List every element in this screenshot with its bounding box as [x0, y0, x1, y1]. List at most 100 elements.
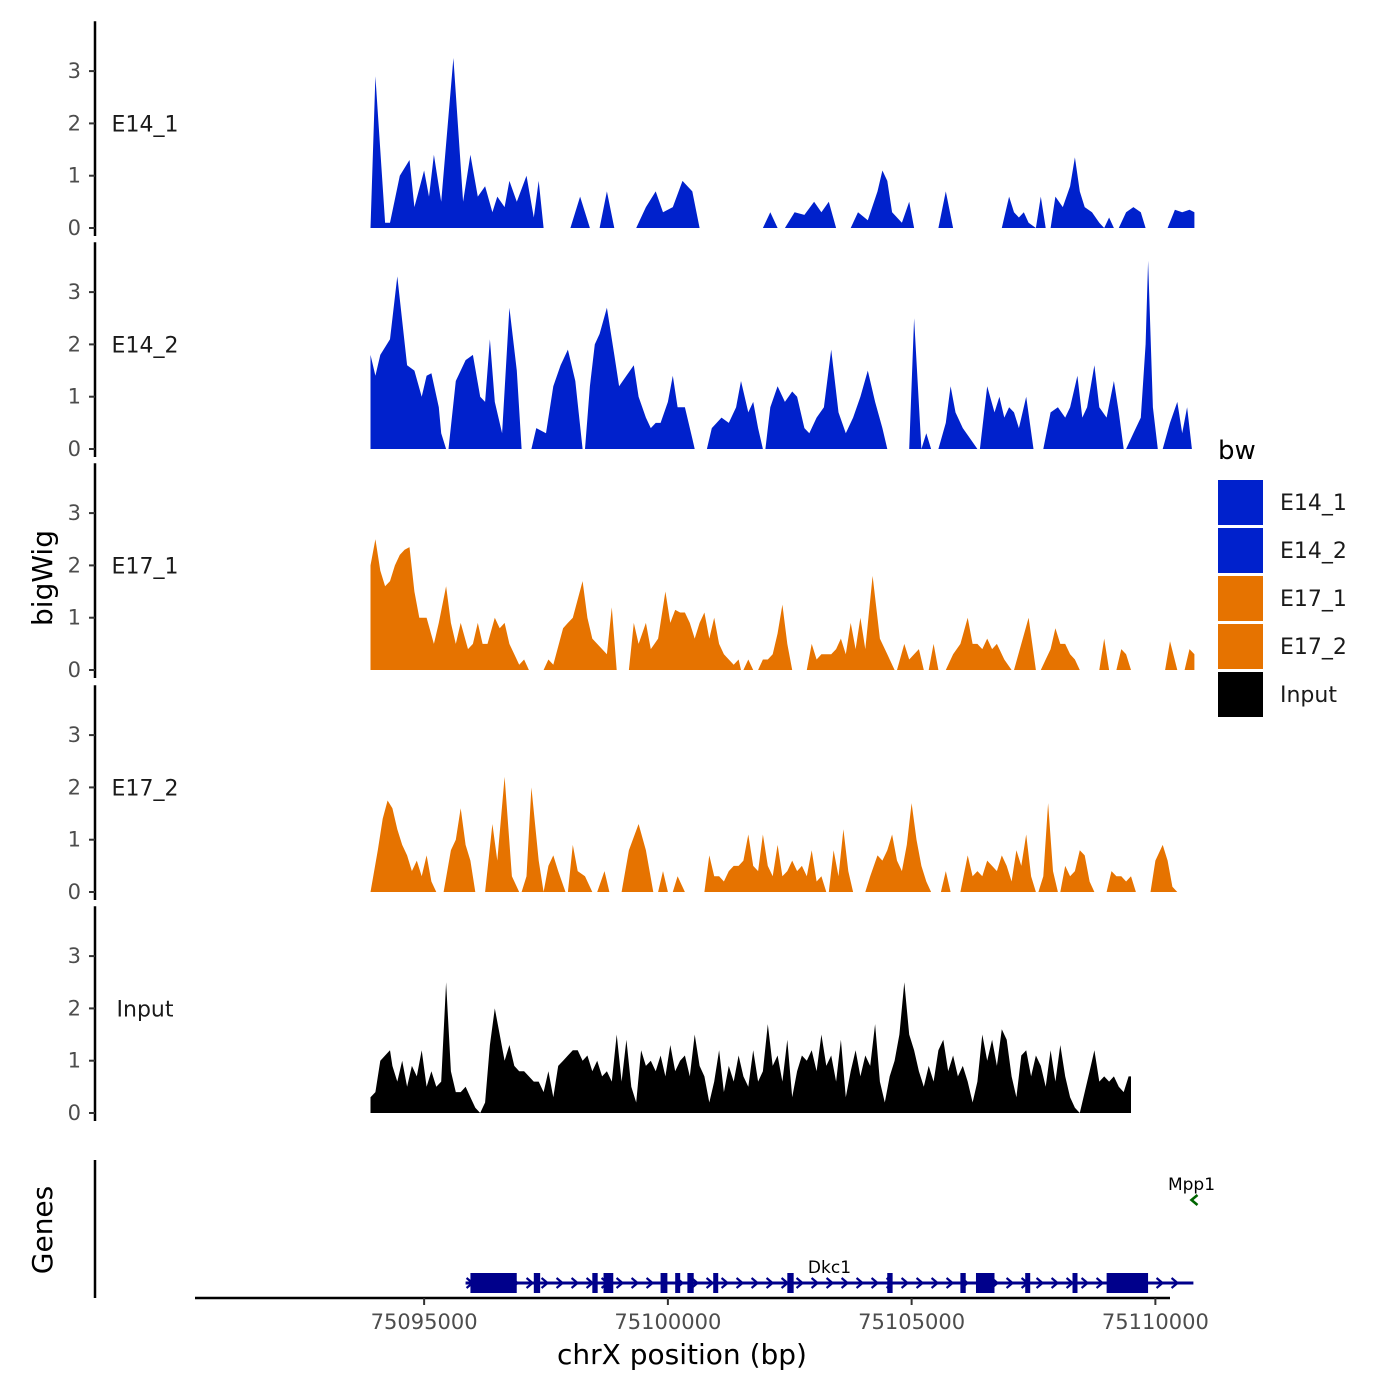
legend-swatch [1218, 624, 1263, 669]
strand-arrow [1170, 1277, 1180, 1289]
exon [533, 1273, 541, 1293]
y-tick-label: 3 [68, 944, 81, 968]
track-label: E17_2 [112, 776, 179, 801]
exon [1106, 1273, 1149, 1293]
strand-arrow [810, 1277, 820, 1289]
legend-title: bw [1218, 436, 1256, 466]
track-label: Input [117, 997, 174, 1022]
y-tick-label: 3 [68, 59, 81, 83]
strand-arrow [645, 1277, 655, 1289]
strand-arrow [825, 1277, 835, 1289]
genes-track-title: Genes [26, 1186, 59, 1274]
legend-item-Input: Input [1218, 672, 1337, 717]
y-tick-label: 1 [68, 828, 81, 852]
strand-arrow [615, 1277, 625, 1289]
y-tick-label: 0 [68, 880, 81, 904]
legend-item-E17_2: E17_2 [1218, 624, 1347, 669]
x-tick-label: 75100000 [614, 1310, 721, 1334]
strand-arrow [1050, 1277, 1060, 1289]
legend-label: E14_1 [1280, 491, 1347, 516]
y-axis-title: bigWig [26, 530, 59, 626]
x-tick-label: 75110000 [1102, 1310, 1209, 1334]
y-tick-label: 1 [68, 606, 81, 630]
y-tick-label: 1 [68, 1049, 81, 1073]
exon [592, 1273, 598, 1293]
coverage-area-E14_1 [370, 58, 1195, 228]
strand-arrow [630, 1277, 640, 1289]
gene-label: Mpp1 [1168, 1175, 1215, 1195]
track-E14_2: 0 1 2 3 E14_2 [68, 242, 1195, 461]
strand-arrow [930, 1277, 940, 1289]
strand-arrow [720, 1277, 730, 1289]
y-tick-label: 0 [68, 437, 81, 461]
y-tick-label: 3 [68, 280, 81, 304]
strand-arrow [915, 1277, 925, 1289]
strand-arrow [525, 1277, 535, 1289]
coverage-area-E17_2 [370, 776, 1195, 892]
strand-arrow [540, 1277, 550, 1289]
exon [960, 1273, 966, 1293]
strand-arrow [570, 1277, 580, 1289]
legend-label: Input [1280, 683, 1337, 708]
coverage-area-E17_1 [370, 539, 1195, 670]
x-axis: 75095000 75100000 75105000 75110000 [195, 1296, 1209, 1334]
exon [887, 1273, 893, 1293]
exon [713, 1273, 719, 1293]
exon [975, 1273, 995, 1293]
exon [660, 1273, 668, 1293]
strand-arrow [840, 1277, 850, 1289]
legend-item-E17_1: E17_1 [1218, 576, 1347, 621]
track-label: E17_1 [112, 554, 179, 579]
strand-arrow [1095, 1277, 1105, 1289]
strand-arrow [750, 1277, 760, 1289]
y-tick-label: 2 [68, 332, 81, 356]
y-tick-label: 0 [68, 658, 81, 682]
coverage-area-Input [370, 982, 1131, 1113]
y-tick-label: 2 [68, 775, 81, 799]
strand-arrow [870, 1277, 880, 1289]
strand-arrow [705, 1277, 715, 1289]
x-tick-label: 75105000 [858, 1310, 965, 1334]
legend-label: E17_2 [1280, 635, 1347, 660]
strand-arrow [855, 1277, 865, 1289]
y-tick-label: 2 [68, 553, 81, 577]
gene-Mpp1: Mpp1 [1168, 1175, 1215, 1206]
legend-items: E14_1 E14_2 E17_1 E17_2 Input [1218, 480, 1347, 717]
exon [687, 1273, 694, 1293]
strand-arrow [1035, 1277, 1045, 1289]
exon [470, 1273, 517, 1293]
track-E14_1: 0 1 2 3 E14_1 [68, 21, 1195, 240]
legend-swatch [1218, 576, 1263, 621]
y-tick-label: 1 [68, 385, 81, 409]
y-tick-label: 0 [68, 1101, 81, 1125]
y-tick-label: 2 [68, 996, 81, 1020]
strand-arrow [735, 1277, 745, 1289]
strand-arrow [765, 1277, 775, 1289]
track-E17_2: 0 1 2 3 E17_2 [68, 685, 1195, 904]
exon [675, 1273, 681, 1293]
y-tick-label: 3 [68, 501, 81, 525]
genes-track: Dkc1 Mpp1 [93, 1160, 1215, 1298]
track-label: E14_1 [112, 112, 179, 137]
exon [1072, 1273, 1078, 1293]
strand-arrow [1189, 1194, 1199, 1206]
strand-arrow [945, 1277, 955, 1289]
coverage-area-E14_2 [370, 260, 1195, 449]
y-tick-label: 1 [68, 164, 81, 188]
strand-arrow [1005, 1277, 1015, 1289]
legend-item-E14_1: E14_1 [1218, 480, 1347, 525]
y-tick-label: 3 [68, 723, 81, 747]
legend-swatch [1218, 528, 1263, 573]
track-label: E14_2 [112, 333, 179, 358]
strand-arrow [1155, 1277, 1165, 1289]
legend: bw E14_1 E14_2 E17_1 E17_2 Input [1218, 436, 1347, 717]
legend-item-E14_2: E14_2 [1218, 528, 1347, 573]
y-tick-label: 0 [68, 216, 81, 240]
legend-label: E14_2 [1280, 539, 1347, 564]
track-E17_1: 0 1 2 3 E17_1 [68, 463, 1195, 682]
x-axis-title: chrX position (bp) [557, 1338, 807, 1371]
strand-arrow [795, 1277, 805, 1289]
y-tick-label: 2 [68, 111, 81, 135]
track-Input: 0 1 2 3 Input [68, 906, 1131, 1125]
